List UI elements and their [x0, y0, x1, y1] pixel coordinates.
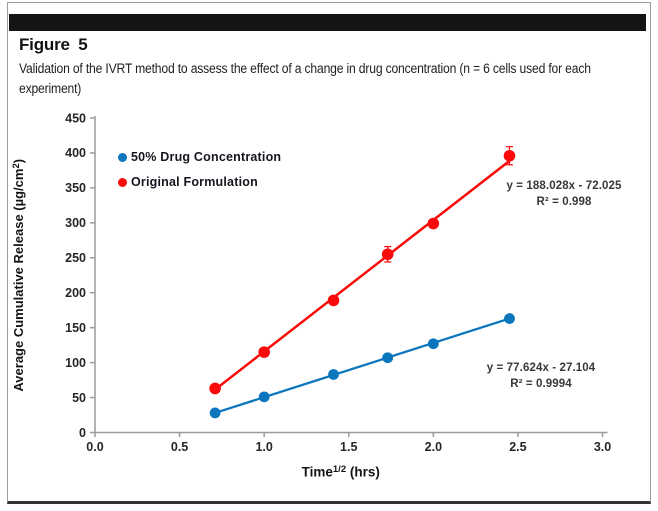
x-tick-label: 1.0 — [255, 440, 272, 454]
figure-panel: Figure 5 Validation of the IVRT method t… — [7, 2, 651, 504]
legend-marker-red-icon — [118, 177, 127, 187]
ivrt-chart: 0 50 100 150 200 250 300 350 400 450 0.0 0.5 1.0 1.5 2… — [11, 111, 611, 480]
legend-marker-blue-icon — [118, 152, 127, 162]
data-point — [328, 369, 339, 380]
regression-equation: y = 77.624x - 27.104 — [486, 362, 596, 374]
data-point — [258, 391, 270, 403]
legend-label: Original Formulation — [131, 175, 258, 189]
axes — [90, 115, 608, 437]
r-squared-value: R² = 0.9994 — [510, 378, 572, 391]
y-tick-label: 400 — [65, 146, 86, 160]
legend-label: 50% Drug Concentration — [131, 150, 282, 164]
y-tick-label: 350 — [65, 181, 86, 195]
series-1 — [209, 146, 516, 395]
y-tick-label: 50 — [72, 391, 86, 405]
x-tick-label: 2.5 — [509, 440, 526, 454]
x-tick-label: 1.5 — [340, 440, 357, 454]
y-tick-label: 300 — [65, 216, 86, 230]
legend-item-50pct-concentration: 50% Drug Concentration — [118, 148, 281, 166]
x-tick-label: 3.0 — [594, 440, 611, 454]
y-tick-label: 0 — [79, 426, 86, 440]
data-point — [427, 338, 439, 350]
data-point — [503, 149, 516, 162]
data-point — [381, 248, 394, 261]
figure-caption: Validation of the IVRT method to assess … — [19, 61, 591, 96]
y-tick-label: 150 — [65, 321, 86, 335]
tick-labels: 0 50 100 150 200 250 300 350 400 450 0.0 0.5 1.0 1.5 2… — [65, 111, 611, 454]
data-point — [427, 217, 440, 230]
y-axis-title: Average Cumulative Release (µg/cm2) — [11, 159, 26, 392]
regression-equation: y = 188.028x - 72.025 — [506, 180, 622, 192]
figure-label: Figure 5 — [19, 35, 88, 54]
x-tick-label: 0.5 — [171, 440, 188, 454]
data-point — [504, 313, 515, 324]
y-tick-label: 450 — [65, 111, 86, 125]
equation-original-formulation: y = 188.028x - 72.025 R² = 0.998 — [469, 178, 658, 210]
legend-item-original-formulation: Original Formulation — [118, 173, 281, 191]
y-tick-label: 250 — [65, 251, 86, 265]
y-tick-label: 200 — [65, 286, 86, 300]
r-squared-value: R² = 0.998 — [536, 196, 592, 209]
x-tick-label: 0.0 — [86, 440, 103, 454]
chart-legend: 50% Drug Concentration Original Formulat… — [118, 148, 281, 198]
y-tick-label: 100 — [65, 356, 86, 370]
data-point — [209, 407, 221, 419]
series-0 — [209, 313, 515, 419]
x-tick-label: 2.0 — [425, 440, 442, 454]
data-point — [382, 352, 394, 364]
equation-50pct-concentration: y = 77.624x - 27.104 R² = 0.9994 — [446, 360, 636, 392]
x-axis-title: Time1/2 (hrs) — [302, 464, 380, 480]
figure-header-bar — [9, 14, 646, 31]
data-point — [209, 382, 221, 395]
data-point — [327, 294, 340, 307]
data-point — [258, 346, 270, 358]
